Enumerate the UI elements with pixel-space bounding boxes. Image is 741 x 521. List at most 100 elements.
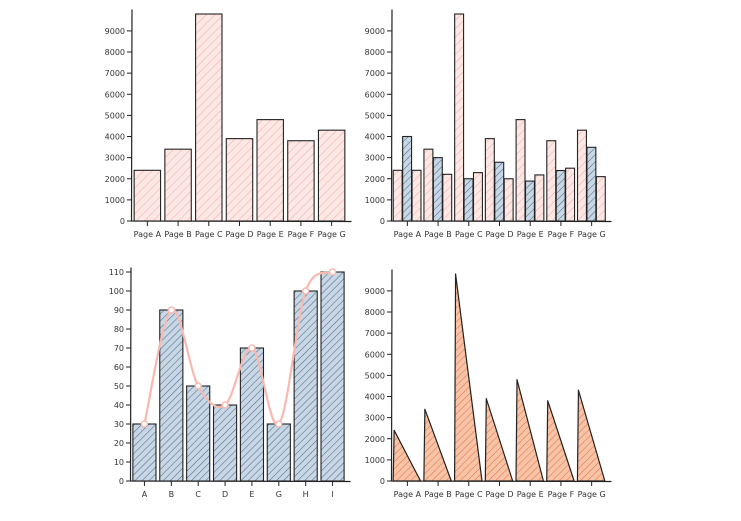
bar: [565, 167, 576, 222]
bar: [411, 169, 422, 222]
y-tick-label: 5000: [365, 371, 385, 380]
triangle-bar: [484, 398, 514, 482]
line-point: [248, 344, 256, 352]
bar: [484, 138, 495, 222]
y-tick-label: 4000: [365, 393, 385, 402]
bar: [454, 13, 465, 222]
y-tick-label: 5000: [365, 111, 385, 120]
triangle-bar: [423, 408, 452, 482]
bar: [287, 140, 315, 222]
y-tick-label: 50: [114, 382, 124, 391]
bar: [555, 169, 566, 222]
y-tick-label: 20: [114, 439, 124, 448]
triangle-bar: [453, 273, 483, 482]
y-tick-label: 1000: [365, 196, 385, 205]
y-tick-label: 9000: [105, 27, 125, 36]
x-tick-label: A: [142, 490, 148, 499]
y-tick-label: 70: [114, 344, 124, 353]
triangle-bar: [576, 389, 606, 482]
bar: [503, 178, 514, 222]
bar-chart-top-left: 0 1000 2000 3000 4000 5000 6000 7000 8000 9000 Pag…: [105, 9, 352, 239]
bar: [595, 176, 606, 222]
line-point: [328, 268, 337, 276]
y-tick-label: 40: [114, 401, 124, 410]
y-tick-label: 1000: [365, 456, 385, 465]
bar: [195, 13, 223, 222]
x-tick-label: Page D: [485, 490, 513, 499]
y-tick-label: 7000: [105, 69, 125, 78]
x-tick-label: Page C: [455, 490, 483, 499]
bar: [317, 129, 346, 222]
bar: [472, 172, 483, 222]
y-tick-label: 9000: [365, 27, 385, 36]
y-tick-label: 8000: [105, 48, 125, 57]
y-tick-label: 3000: [365, 154, 385, 163]
line-point: [221, 401, 229, 409]
bar: [320, 271, 345, 482]
line-point: [167, 306, 176, 314]
y-tick-label: 5000: [105, 111, 125, 120]
y-tick-label: 8000: [365, 308, 385, 317]
line-point: [275, 420, 283, 428]
line-point: [194, 382, 202, 390]
y-tick-label: 1000: [105, 196, 125, 205]
bar: [133, 169, 162, 222]
line-point: [140, 420, 149, 428]
x-tick-label: Page D: [485, 230, 513, 239]
y-tick-label: 3000: [365, 414, 385, 423]
y-tick-label: 10: [114, 458, 124, 467]
bar: [212, 404, 238, 482]
x-tick-label: Page C: [455, 230, 483, 239]
y-tick-label: 9000: [365, 287, 385, 296]
triangle-bar: [392, 429, 422, 482]
bar: [432, 157, 443, 222]
y-tick-label: 6000: [365, 90, 385, 99]
bar: [423, 148, 434, 222]
x-tick-label: Page A: [394, 230, 422, 239]
y-tick-label: 0: [119, 477, 124, 486]
x-tick-label: C: [195, 490, 201, 499]
bar: [293, 290, 318, 482]
x-tick-label: Page F: [548, 490, 575, 499]
y-tick-label: 4000: [365, 133, 385, 142]
y-tick-label: 100: [109, 287, 124, 296]
bar: [132, 423, 157, 482]
x-tick-label: Page F: [548, 230, 575, 239]
x-tick-label: Page B: [164, 230, 191, 239]
y-tick-label: 6000: [365, 350, 385, 359]
y-tick-label: 0: [120, 217, 125, 226]
y-tick-label: 3000: [105, 154, 125, 163]
bar: [164, 148, 192, 222]
y-tick-label: 80: [114, 325, 124, 334]
x-tick-label: Page A: [134, 230, 162, 239]
x-tick-label: H: [303, 490, 309, 499]
x-tick-label: Page B: [424, 230, 451, 239]
bar: [256, 119, 284, 222]
y-tick-label: 0: [380, 477, 385, 486]
line-point: [301, 287, 310, 295]
x-tick-label: Page F: [288, 230, 315, 239]
bar: [515, 119, 526, 222]
triangle-bar: [515, 379, 545, 482]
bar: [442, 173, 453, 222]
x-tick-label: Page E: [517, 230, 544, 239]
y-tick-label: 2000: [365, 435, 385, 444]
x-tick-label: E: [249, 490, 254, 499]
x-tick-label: Page E: [517, 490, 544, 499]
x-tick-label: Page D: [225, 230, 253, 239]
bar-line-chart-bottom-left: 0 10 20 30 40 50 60 70 80 90 100 110 A B C D E G H I: [109, 267, 351, 499]
x-tick-label: Page B: [424, 490, 451, 499]
x-tick-label: Page G: [318, 230, 346, 239]
bar: [534, 174, 545, 222]
y-tick-label: 90: [114, 306, 124, 315]
x-tick-label: Page A: [394, 490, 422, 499]
y-tick-label: 4000: [105, 133, 125, 142]
y-tick-label: 6000: [105, 90, 125, 99]
bar: [576, 129, 587, 222]
bar: [546, 140, 557, 222]
x-tick-label: B: [169, 490, 175, 499]
y-tick-label: 7000: [365, 69, 385, 78]
triangle-bar-chart-bottom-right: 0 1000 2000 3000 4000 5000 6000 7000 8000 9000 Pag…: [365, 269, 612, 499]
bar: [266, 423, 291, 482]
y-tick-label: 60: [114, 363, 124, 372]
